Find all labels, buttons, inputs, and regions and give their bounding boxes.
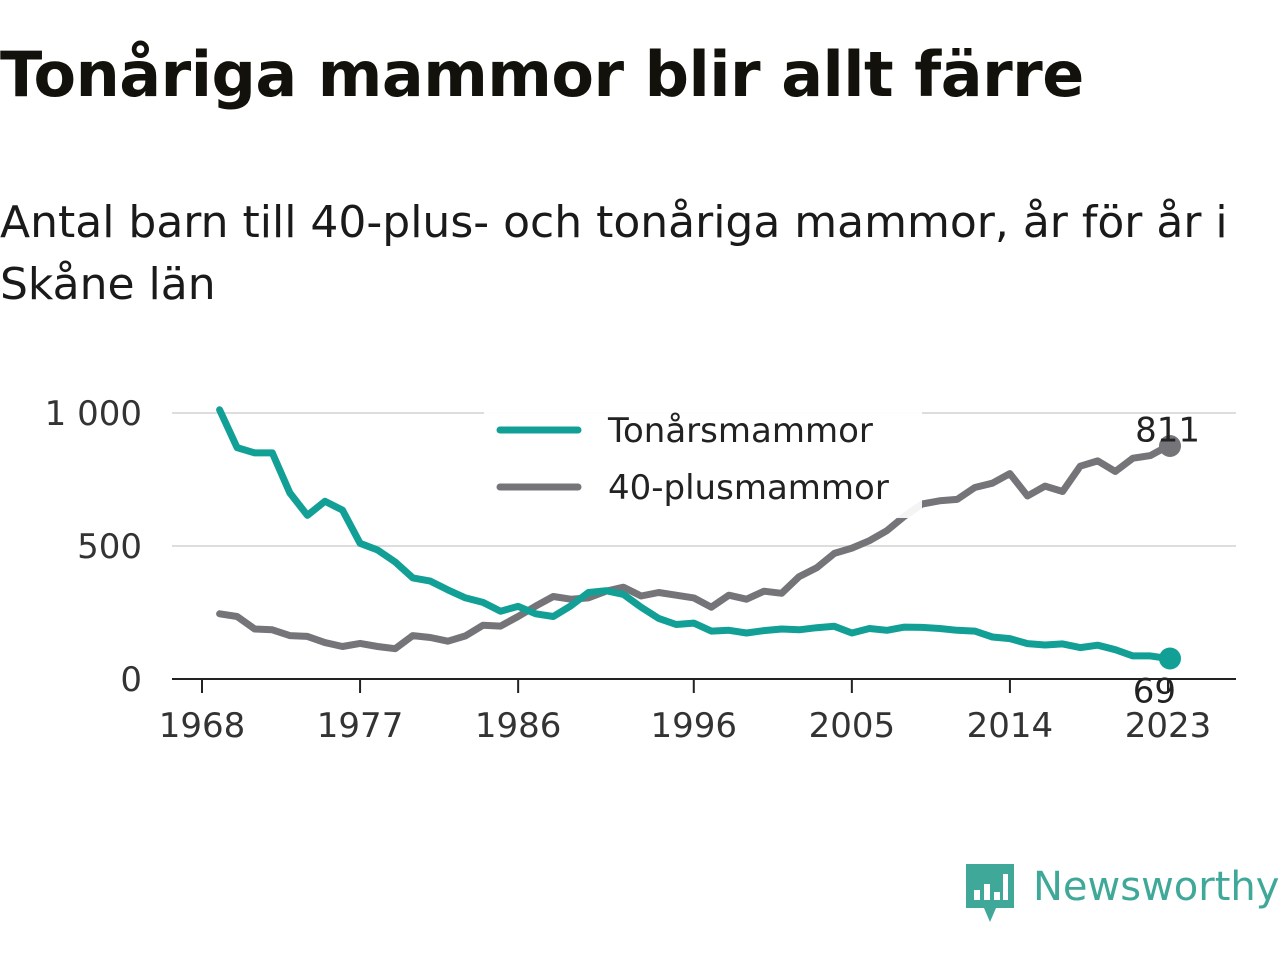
- end-labels: 811 69: [1133, 410, 1200, 711]
- x-tick-label: 2014: [967, 706, 1054, 746]
- series-layer: [216, 406, 1181, 670]
- page-title: Tonåriga mammor blir allt färre: [0, 38, 1084, 111]
- y-tick-label: 0: [120, 660, 142, 700]
- legend-label: Tonårsmammor: [607, 411, 873, 451]
- y-axis: 0 500 1 000: [45, 394, 142, 700]
- legend: Tonårsmammor 40-plusmammor: [484, 406, 922, 518]
- x-axis: 1968 1977 1986 1996 2005 2014 2023: [159, 678, 1236, 746]
- series-end-point: [1159, 647, 1181, 670]
- x-tick-label: 1968: [159, 706, 246, 746]
- x-tick-label: 1996: [651, 706, 738, 746]
- series-end-point: [1159, 434, 1181, 457]
- x-tick-label: 2023: [1125, 706, 1212, 746]
- x-tick-label: 1986: [475, 706, 562, 746]
- newsworthy-logo-icon: [966, 864, 1014, 922]
- page-subtitle: Antal barn till 40-plus- och tonåriga ma…: [0, 197, 1228, 310]
- x-tick-label: 1977: [317, 706, 404, 746]
- y-tick-label: 500: [77, 527, 142, 567]
- series-line-tonarsmammor: [216, 406, 1172, 662]
- legend-label: 40-plusmammor: [608, 468, 889, 508]
- x-tick-label: 2005: [809, 706, 896, 746]
- end-value-label: 69: [1133, 672, 1176, 712]
- brand-name: Newsworthy: [1033, 864, 1280, 910]
- y-tick-label: 1 000: [45, 394, 142, 434]
- end-value-label: 811: [1135, 410, 1200, 450]
- series-line-40-plusmammor: [216, 442, 1172, 653]
- legend-background: [484, 406, 922, 518]
